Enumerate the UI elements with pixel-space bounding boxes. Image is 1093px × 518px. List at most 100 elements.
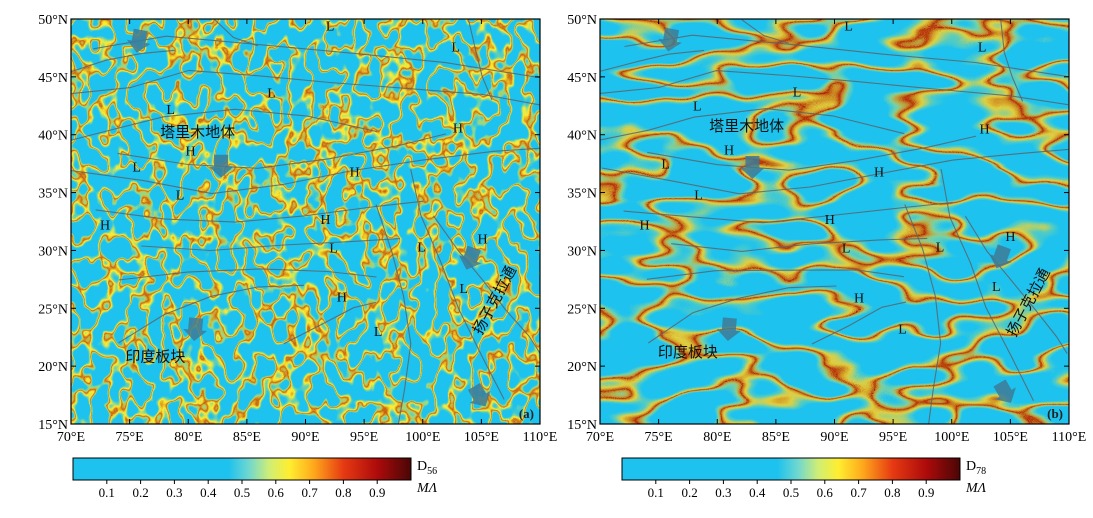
y-tick-label: 15°N: [567, 418, 597, 433]
x-tick-label: 100°E: [405, 430, 440, 445]
low-marker: L: [842, 242, 851, 257]
colorbar-tick-label: 0.5: [234, 485, 250, 500]
colorbar-label: D78: [966, 459, 986, 477]
colorbar-a: 0.1 0.2 0.3 0.4 0.5 0.6 0.7 0.8 0.9 D56 MΛ: [72, 457, 438, 500]
plate-motion-arrow-icon: [183, 317, 208, 341]
fault-lines-b: [600, 19, 1069, 424]
low-marker: L: [936, 241, 945, 256]
y-tick-label: 50°N: [567, 13, 597, 28]
fault-line: [671, 237, 928, 252]
x-tick-label: 110°E: [1052, 430, 1087, 445]
fault-line: [600, 108, 905, 141]
y-tick-label: 15°N: [38, 418, 68, 433]
x-tick-label: 80°E: [703, 430, 731, 445]
high-marker: H: [337, 290, 347, 305]
plate-motion-arrow-icon: [658, 27, 682, 52]
y-tick-label: 45°N: [567, 71, 597, 86]
high-marker: H: [453, 121, 463, 136]
y-tick-label: 20°N: [38, 360, 68, 375]
fault-line: [811, 301, 907, 345]
colorbar-tick-label: 0.9: [918, 485, 934, 500]
fault-line: [71, 49, 175, 73]
colorbar-tick-label: 0.7: [850, 485, 867, 500]
low-marker: L: [793, 86, 802, 101]
colorbar-unit: MΛ: [965, 481, 987, 496]
fault-line: [600, 49, 705, 72]
y-tick-label: 35°N: [38, 187, 68, 202]
colorbar-ramp: [621, 457, 961, 481]
y-tick-label: 30°N: [38, 244, 68, 259]
anomaly-field-a: [71, 19, 540, 424]
x-tick-label: 95°E: [879, 430, 907, 445]
y-tick-label: 40°N: [567, 129, 597, 144]
anomaly-field-b: [600, 19, 1069, 424]
low-marker: L: [693, 99, 702, 114]
high-marker: H: [186, 145, 196, 160]
fault-line: [647, 135, 977, 171]
x-tick-label: 105°E: [993, 430, 1028, 445]
panel-label: (a): [519, 406, 534, 421]
colorbar-label-main: D: [417, 459, 427, 474]
colorbar-label-subscript: 78: [976, 466, 986, 477]
x-tick-label: 95°E: [350, 430, 378, 445]
colorbar-tick-label: 0.2: [132, 485, 148, 500]
fault-line: [904, 204, 942, 424]
low-marker: L: [898, 323, 907, 338]
fault-line: [601, 148, 1069, 195]
fault-line: [646, 269, 904, 280]
plate-motion-arrow-icon: [740, 156, 765, 179]
fault-line: [433, 215, 540, 354]
high-marker: H: [854, 292, 864, 307]
fault-line: [141, 238, 400, 252]
high-marker: H: [1005, 230, 1015, 245]
colorbar-tick-label: 0.4: [200, 485, 217, 500]
low-marker: L: [132, 161, 141, 176]
x-tick-label: 70°E: [586, 430, 614, 445]
high-marker: H: [350, 165, 360, 180]
y-tick-label: 50°N: [38, 13, 68, 28]
colorbar-tick-label: 0.3: [715, 485, 731, 500]
colorbar-tick-label: 0.2: [681, 485, 697, 500]
y-tick-label: 25°N: [38, 302, 68, 317]
high-marker: H: [724, 143, 734, 158]
colorbar-ramp: [72, 457, 412, 481]
low-marker: L: [460, 282, 469, 297]
x-tick-label: 85°E: [233, 430, 261, 445]
x-tick-label: 80°E: [174, 430, 202, 445]
plate-motion-arrow-icon: [716, 317, 741, 341]
colorbar-tick-label: 0.4: [749, 485, 766, 500]
plate-motion-arrow-icon: [989, 244, 1012, 269]
colorbar-tick-label: 0.5: [783, 485, 799, 500]
colorbar-tick-label: 0.1: [648, 485, 664, 500]
place-label: 印度板块: [658, 343, 718, 361]
low-marker: L: [992, 280, 1001, 295]
y-tick-label: 25°N: [567, 302, 597, 317]
fault-line: [71, 69, 540, 106]
colorbar-unit: MΛ: [416, 481, 438, 496]
x-tick-label: 100°E: [934, 430, 969, 445]
low-marker: L: [451, 40, 460, 55]
high-marker: H: [477, 233, 487, 248]
anomaly-texture-a: [71, 19, 540, 424]
fault-lines-a: [71, 19, 540, 424]
fault-line: [117, 133, 447, 169]
panel-label: (b): [1047, 406, 1063, 421]
fault-line: [95, 200, 424, 223]
high-marker: H: [874, 165, 884, 180]
low-marker: L: [267, 87, 276, 102]
low-marker: L: [166, 103, 175, 118]
fault-line: [741, 19, 789, 44]
colorbar-tick-label: 0.8: [884, 485, 900, 500]
colorbar-tick-label: 0.3: [166, 485, 182, 500]
fault-line: [600, 70, 1069, 106]
high-marker: H: [980, 123, 990, 138]
colorbar-tick-label: 0.1: [99, 485, 115, 500]
plate-motion-arrow-icon: [209, 154, 234, 178]
low-marker: L: [374, 325, 383, 340]
x-tick-label: 85°E: [762, 430, 790, 445]
y-tick-label: 20°N: [567, 360, 597, 375]
fault-line: [119, 268, 377, 281]
place-label: 塔里木地体: [709, 118, 784, 135]
